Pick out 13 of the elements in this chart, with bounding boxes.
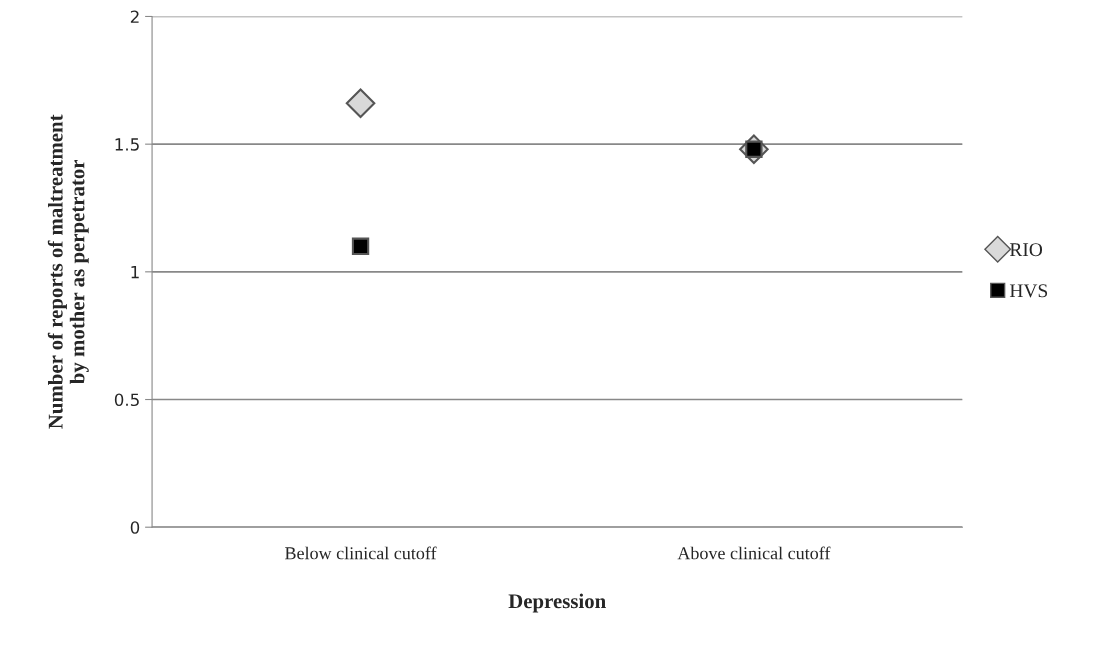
y-tick-label: 1.5: [115, 138, 139, 151]
y-tick-label: 2: [130, 10, 139, 23]
y-tick-label: 0.5: [114, 393, 139, 407]
point: [351, 237, 370, 255]
y-tick-label: 1: [131, 266, 139, 279]
point: [345, 88, 376, 119]
y-axis-title: Number of reports of maltreatment by mother as perpetrator: [47, 114, 89, 429]
x-axis-title: Depression: [508, 593, 606, 613]
x-tick-label: Below clinical cutoff: [285, 546, 437, 560]
y-tick-label: 0: [130, 521, 140, 534]
x-tick-label: Above clinical cutoff: [677, 546, 831, 560]
legend-label: HVS: [1009, 284, 1048, 298]
legend-label: RIO: [1009, 243, 1043, 257]
